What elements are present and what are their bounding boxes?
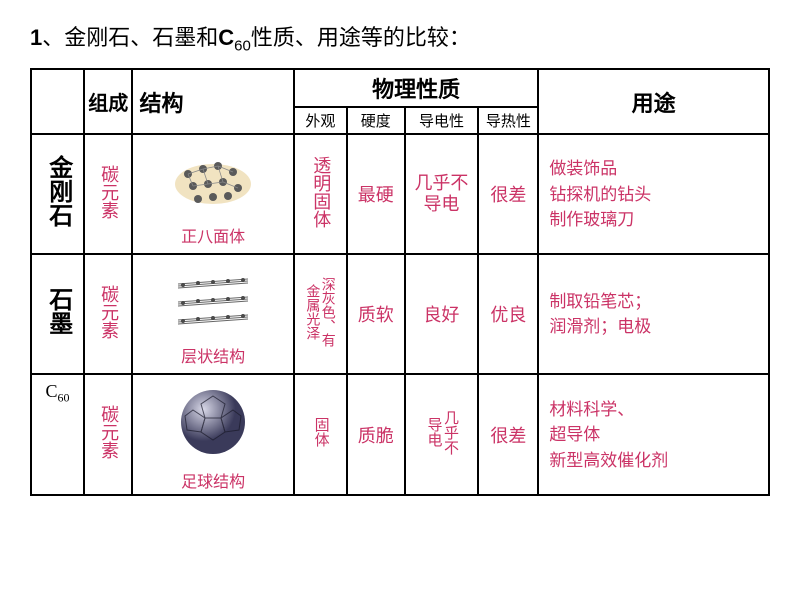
table-row-c60: C60 碳元素 足球结构 固体 质脆 — [31, 374, 769, 495]
c60-appearance: 固体 — [294, 374, 347, 495]
graphite-hardness: 质软 — [347, 254, 405, 374]
c60-use: 材料科学、超导体新型高效催化剂 — [538, 374, 769, 495]
diamond-conductivity: 几乎不导电 — [405, 134, 479, 254]
title-text-a: 金刚石、石墨和 — [64, 25, 218, 50]
graphite-structure: 层状结构 — [132, 254, 293, 374]
diamond-name: 金刚石 — [44, 155, 70, 227]
diamond-appearance: 透明固体 — [294, 134, 347, 254]
diamond-structure-label: 正八面体 — [181, 229, 245, 246]
header-use: 用途 — [538, 69, 769, 134]
c60-thermal: 很差 — [478, 374, 538, 495]
c60-structure-label: 足球结构 — [181, 474, 245, 491]
row-label-graphite: 石墨 — [31, 254, 84, 374]
title-c: C — [218, 25, 234, 50]
row-label-c60: C60 — [31, 374, 84, 495]
header-conductivity: 导电性 — [405, 107, 479, 134]
table-row-diamond: 金刚石 碳元素 正八面体 透明固体 最硬 几乎不导电 很差 做装饰品钻 — [31, 134, 769, 254]
comparison-table: 组成 结构 物理性质 用途 外观 硬度 导电性 导热性 金刚石 碳元素 — [30, 68, 770, 496]
header-structure: 结构 — [132, 69, 293, 134]
graphite-composition: 碳元素 — [84, 254, 132, 374]
table-row-graphite: 石墨 碳元素 层状结构 深灰色、有金属光泽 质软 良好 优良 制取铅笔芯；润滑剂… — [31, 254, 769, 374]
diamond-use: 做装饰品钻探机的钻头制作玻璃刀 — [538, 134, 769, 254]
title-sixty: 60 — [234, 37, 251, 54]
graphite-name: 石墨 — [44, 287, 70, 335]
c60-conductivity: 几乎不导电 — [405, 374, 479, 495]
graphite-structure-label: 层状结构 — [181, 349, 245, 366]
header-blank — [31, 69, 84, 134]
diamond-structure: 正八面体 — [132, 134, 293, 254]
graphite-thermal: 优良 — [478, 254, 538, 374]
graphite-structure-icon — [163, 264, 263, 339]
header-composition: 组成 — [84, 69, 132, 134]
header-physical: 物理性质 — [294, 69, 538, 107]
diamond-hardness: 最硬 — [347, 134, 405, 254]
table-header-row-1: 组成 结构 物理性质 用途 — [31, 69, 769, 107]
row-label-diamond: 金刚石 — [31, 134, 84, 254]
graphite-use: 制取铅笔芯；润滑剂；电极 — [538, 254, 769, 374]
title-number: 1 — [30, 25, 42, 50]
diamond-composition: 碳元素 — [84, 134, 132, 254]
header-hardness: 硬度 — [347, 107, 405, 134]
diamond-structure-icon — [163, 144, 263, 219]
header-thermal: 导热性 — [478, 107, 538, 134]
c60-hardness: 质脆 — [347, 374, 405, 495]
page-title: 1、金刚石、石墨和C60性质、用途等的比较： — [30, 20, 770, 54]
graphite-appearance: 深灰色、有金属光泽 — [294, 254, 347, 374]
graphite-conductivity: 良好 — [405, 254, 479, 374]
header-appearance: 外观 — [294, 107, 347, 134]
c60-structure: 足球结构 — [132, 374, 293, 495]
title-text-b: 性质、用途等的比较： — [251, 25, 471, 50]
diamond-thermal: 很差 — [478, 134, 538, 254]
c60-structure-icon — [163, 379, 263, 464]
c60-composition: 碳元素 — [84, 374, 132, 495]
title-sep: 、 — [42, 25, 64, 50]
